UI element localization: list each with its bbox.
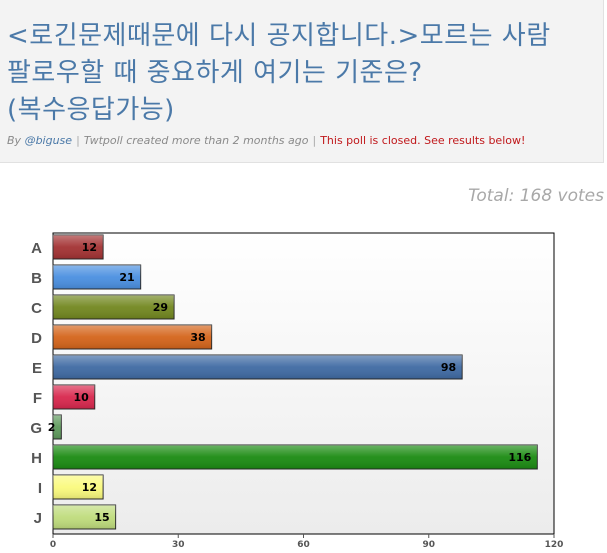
category-label-b: B <box>31 270 42 287</box>
bar-value-label: 12 <box>82 481 97 494</box>
total-votes: Total: 168 votes <box>468 186 604 206</box>
poll-meta: By @biguse | Twtpoll created more than 2 m… <box>7 134 525 147</box>
by-label: By <box>7 134 22 147</box>
bar-g <box>52 414 62 440</box>
poll-header: <로긴문제때문에 다시 공지합니다.>모르는 사람 팔로우할 때 중요하게 여기… <box>0 0 604 163</box>
bar-e <box>52 354 463 380</box>
bar-value-label: 15 <box>94 511 109 524</box>
bar-i <box>52 474 104 500</box>
category-label-h: H <box>31 450 42 467</box>
bar-a <box>52 234 104 260</box>
bar-value-label: 29 <box>153 301 168 314</box>
bar-value-label: 38 <box>190 331 205 344</box>
bar-j <box>52 504 117 530</box>
bar-b <box>52 264 142 290</box>
bar-value-label: 116 <box>508 451 531 464</box>
category-label-c: C <box>31 300 42 317</box>
bar-c <box>52 294 175 320</box>
created-info: Twtpoll created more than 2 months ago <box>83 134 309 147</box>
separator: | <box>76 134 80 147</box>
category-label-a: A <box>31 240 42 257</box>
x-tick-label: 120 <box>545 540 564 550</box>
bar-value-label: 10 <box>73 391 89 404</box>
bar-d <box>52 324 213 350</box>
separator: | <box>312 134 317 147</box>
bar-value-label: 98 <box>441 361 456 374</box>
category-label-f: F <box>33 390 42 407</box>
poll-status: This poll is closed. See results below! <box>320 134 526 147</box>
author-link[interactable]: @biguse <box>24 134 73 147</box>
x-tick-label: 0 <box>50 540 56 550</box>
category-label-d: D <box>31 330 42 347</box>
category-label-j: J <box>34 510 42 527</box>
bar-value-label: 2 <box>48 421 56 434</box>
poll-title: <로긴문제때문에 다시 공지합니다.>모르는 사람 팔로우할 때 중요하게 여기… <box>7 21 551 125</box>
category-label-g: G <box>30 420 42 437</box>
category-label-e: E <box>32 360 42 377</box>
bar-value-label: 21 <box>119 271 134 284</box>
x-tick-label: 30 <box>172 540 185 550</box>
category-label-i: I <box>38 480 42 497</box>
x-tick-label: 90 <box>422 540 435 550</box>
bar-h <box>52 444 538 470</box>
bar-value-label: 12 <box>82 241 97 254</box>
bar-f <box>52 384 96 410</box>
x-tick-label: 60 <box>297 540 310 550</box>
